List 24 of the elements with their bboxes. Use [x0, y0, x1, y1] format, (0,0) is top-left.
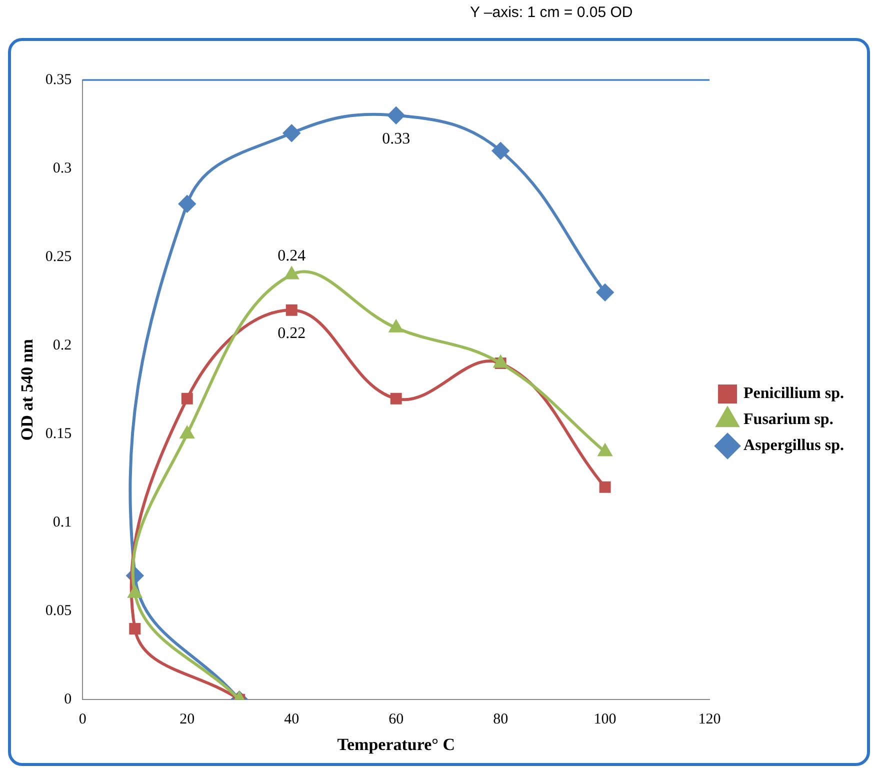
y-tick-label: 0.3: [52, 160, 72, 176]
y-tick-label: 0.2: [52, 337, 72, 354]
data-label: 0.33: [382, 130, 410, 148]
y-axis-title: OD at 540 nm: [18, 339, 37, 441]
x-tick-label: 100: [594, 712, 616, 728]
legend-label: Penicillium sp.: [744, 385, 844, 402]
x-tick-label: 120: [698, 712, 721, 728]
y-tick-label: 0.1: [52, 514, 72, 531]
x-tick-label: 80: [493, 712, 508, 728]
y-tick-label: 0: [64, 692, 72, 708]
x-tick-label: 20: [180, 712, 195, 728]
data-label: 0.22: [278, 325, 306, 342]
y-tick-label: 0.25: [45, 248, 72, 265]
x-tick-label: 0: [78, 712, 86, 728]
y-tick-label: 0.05: [45, 603, 72, 620]
x-tick-label: 60: [388, 712, 404, 728]
y-tick-label: 0.15: [45, 426, 72, 442]
x-axis-title: Temperature° C: [337, 735, 455, 754]
data-label: 0.24: [278, 248, 306, 265]
legend-label: Aspergillus sp.: [744, 437, 844, 454]
text: Y –axis: 1 cm = 0.05 OD: [470, 4, 633, 21]
x-tick-label: 40: [284, 712, 300, 728]
y-tick-label: 0.35: [45, 72, 72, 88]
legend-label: Fusarium sp.: [744, 411, 834, 428]
